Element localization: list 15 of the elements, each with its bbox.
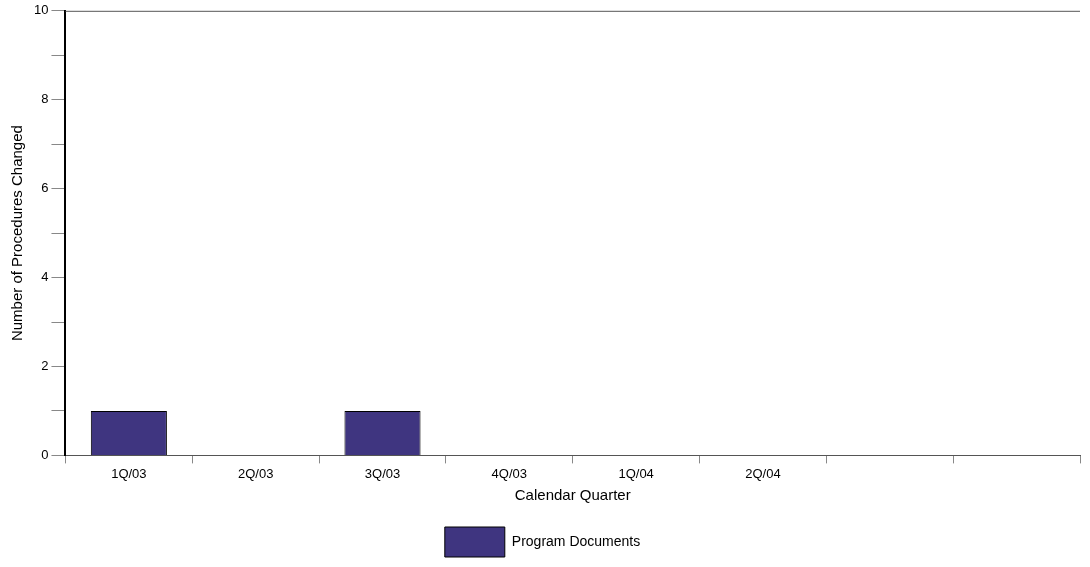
x-tick-label: 2Q/04 <box>745 465 781 481</box>
x-tick-label: 4Q/03 <box>491 465 528 481</box>
x-axis-title: Calendar Quarter <box>514 486 631 504</box>
y-axis-title: Number of Procedures Changed <box>8 125 26 342</box>
x-tick-label: 2Q/03 <box>237 465 274 481</box>
y-tick-label: 0 <box>41 446 49 462</box>
y-tick-label: 8 <box>41 91 49 107</box>
y-tick-label: 2 <box>41 358 49 374</box>
x-tick-label: 1Q/04 <box>618 465 654 481</box>
x-tick-label: 1Q/03 <box>111 465 147 481</box>
y-tick-label: 10 <box>33 2 49 18</box>
x-tick-label: 3Q/03 <box>364 465 401 481</box>
y-tick-label: 4 <box>41 269 49 285</box>
y-tick-label: 6 <box>41 180 49 196</box>
legend-label: Program Documents <box>511 532 641 549</box>
